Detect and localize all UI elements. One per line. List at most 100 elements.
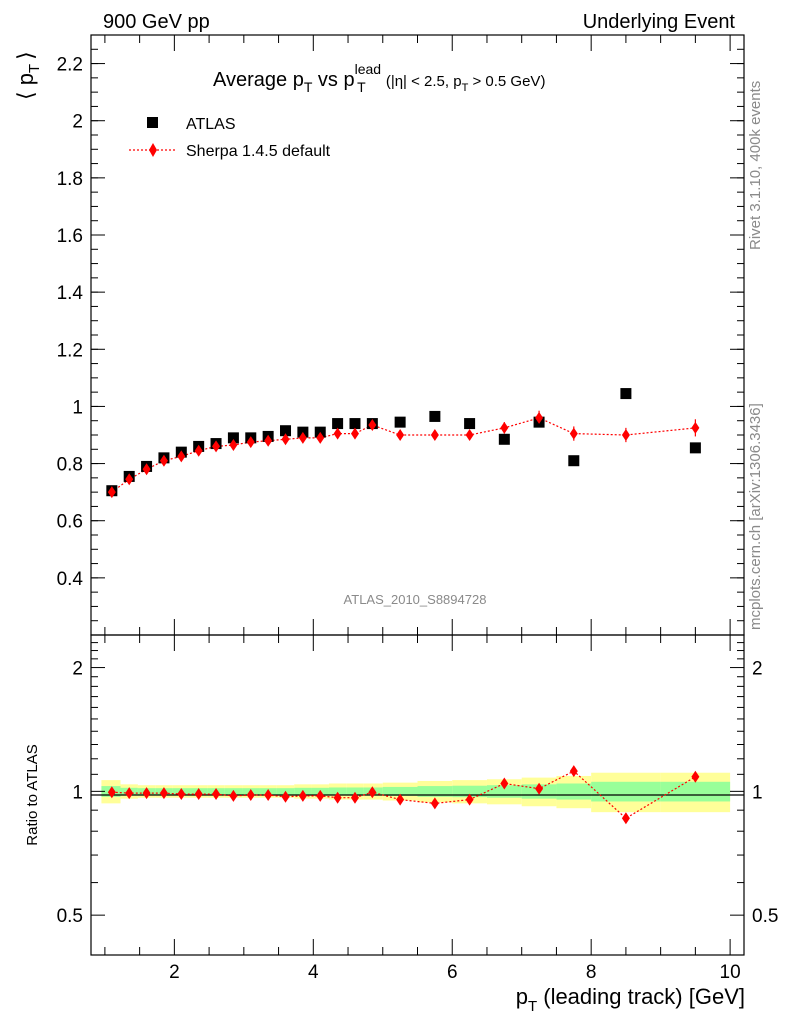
main-panel: Average pT vs plead T (|η| < 2.5, pT > 0.… — [13, 34, 745, 636]
mcplots-label: mcplots.cern.ch [arXiv:1306.3436] — [747, 403, 764, 630]
atlas-point — [689, 442, 701, 454]
title-main: Average p — [213, 69, 304, 91]
atlas-point — [568, 455, 580, 467]
sherpa-point — [194, 444, 203, 457]
legend-sherpa-marker — [149, 143, 157, 157]
ratio-sherpa-point — [350, 791, 359, 804]
sherpa-point — [212, 440, 221, 453]
atlas-point — [464, 418, 476, 430]
main-ytick-label: 2 — [72, 112, 83, 133]
rivet-label: Rivet 3.1.10, 400k events — [747, 81, 764, 250]
title-cut-sub: T — [462, 82, 469, 94]
atlas-point — [280, 425, 292, 437]
sherpa-point — [430, 429, 439, 441]
ratio-sherpa-point — [333, 791, 342, 804]
ratio-ytick-label: 2 — [72, 659, 83, 680]
sherpa-point — [125, 473, 134, 486]
header-right: Underlying Event — [583, 11, 736, 33]
title-sup: lead — [355, 61, 381, 77]
atlas-point — [620, 388, 632, 400]
ratio-sherpa-point — [212, 788, 221, 801]
ratio-xtick-label: 4 — [308, 962, 319, 983]
sherpa-point — [177, 450, 186, 463]
band-inner — [591, 781, 661, 802]
ratio-sherpa-point — [535, 782, 544, 795]
ratio-sherpa-point — [107, 786, 116, 799]
main-ytick-label: 1.6 — [57, 226, 83, 247]
band-inner — [382, 786, 418, 796]
ratio-ytick-label-right: 1 — [752, 782, 763, 803]
sherpa-point — [350, 427, 359, 440]
ratio-marks — [107, 765, 700, 825]
band-inner — [328, 787, 347, 796]
main-ytick-label: 0.6 — [57, 512, 83, 533]
title-cut-end: > 0.5 GeV) — [468, 73, 545, 90]
ratio-ytick-label-right: 0.5 — [752, 906, 778, 927]
sherpa-point — [142, 463, 151, 476]
ylabel-sub: T — [26, 64, 43, 73]
ratio-sherpa-point — [142, 787, 151, 800]
band-inner — [346, 787, 364, 796]
ratio-bands — [101, 772, 731, 813]
atlas-point — [394, 416, 406, 428]
ratio-sherpa-point — [298, 789, 307, 802]
ratio-sherpa-point — [465, 793, 474, 806]
main-ytick-label: 0.4 — [57, 569, 84, 590]
atlas-point — [332, 418, 344, 430]
ratio-frame — [90, 634, 745, 956]
sherpa-point — [535, 411, 544, 424]
ratio-sherpa-point — [194, 788, 203, 801]
ratio-sherpa-point — [125, 787, 134, 800]
ratio-sherpa-point — [316, 789, 325, 802]
xlabel-rest: (leading track) [GeV] — [537, 984, 745, 1009]
title-sub1: T — [304, 79, 313, 95]
main-ytick-label: 1 — [72, 397, 83, 418]
ratio-sherpa-line — [111, 770, 696, 820]
legend-sherpa-label: Sherpa 1.4.5 default — [186, 143, 331, 160]
ratio-ytick-label: 0.5 — [57, 906, 83, 927]
ratio-sherpa-point — [430, 797, 439, 810]
sherpa-point — [264, 434, 273, 447]
ratio-sherpa-point — [621, 812, 630, 825]
sherpa-point — [107, 486, 116, 499]
sherpa-point — [500, 421, 509, 434]
main-marks — [106, 388, 701, 499]
atlas-point — [429, 410, 441, 422]
sherpa-point — [229, 439, 238, 451]
ratio-sherpa-point — [396, 793, 405, 806]
sherpa-point — [396, 429, 405, 441]
ratio-xtick-label: 2 — [169, 962, 180, 983]
ratio-sherpa-point — [500, 777, 509, 790]
main-ytick-label: 1.8 — [57, 169, 83, 190]
ratio-panel: Ratio to ATLAS 0.5 0.5 1 1 2 2 2 4 6 8 10 pT (lead… — [24, 634, 778, 1015]
xlabel-sub: T — [528, 998, 537, 1015]
main-ylabel: ⟨ pT ⟩ — [13, 51, 43, 100]
ratio-ticks: 0.5 0.5 1 1 2 2 2 4 6 8 10 — [57, 635, 778, 983]
ratio-xtick-label: 6 — [447, 962, 458, 983]
legend-atlas-label: ATLAS — [186, 116, 236, 133]
main-title: Average pT vs plead T (|η| < 2.5, pT > 0.… — [213, 61, 545, 95]
ratio-xtick-label: 8 — [586, 962, 597, 983]
main-ytick-label: 1.4 — [57, 283, 84, 304]
band-inner — [417, 786, 453, 797]
band-inner — [660, 781, 731, 802]
atlas-point — [227, 432, 239, 444]
atlas-point — [498, 433, 510, 445]
ratio-sherpa-point — [246, 788, 255, 801]
title-sub2: T — [357, 79, 366, 95]
xlabel-main: p — [516, 984, 528, 1009]
sherpa-point — [691, 421, 700, 434]
header-left: 900 GeV pp — [103, 11, 210, 33]
ratio-ytick-label: 1 — [72, 782, 83, 803]
sherpa-point — [316, 431, 325, 444]
ylabel-left: ⟨ p — [13, 73, 38, 100]
ratio-sherpa-point — [229, 789, 238, 802]
sherpa-point — [465, 429, 474, 441]
sherpa-point — [621, 429, 630, 441]
legend-atlas-marker — [147, 117, 158, 128]
main-ticks: 0.4 0.6 0.8 1 1.2 1.4 1.6 1.8 2 2.2 — [57, 34, 744, 635]
ylabel-right: ⟩ — [13, 51, 38, 60]
ratio-sherpa-point — [264, 788, 273, 801]
main-ytick-label: 1.2 — [57, 340, 83, 361]
band-inner — [452, 785, 487, 798]
